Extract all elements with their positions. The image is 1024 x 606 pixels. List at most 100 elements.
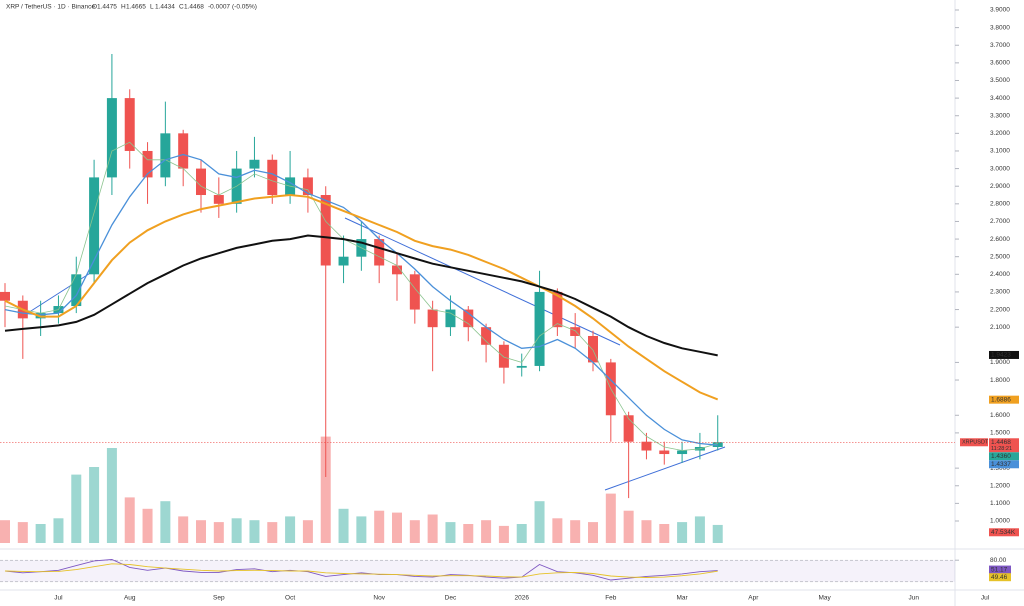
trendline <box>19 269 96 319</box>
volume-bar <box>106 448 117 543</box>
x-tick-label: Mar <box>676 595 688 602</box>
candle-body <box>89 177 100 275</box>
y-tick-label: 1.3000 <box>990 465 1010 472</box>
volume-bar <box>641 520 652 543</box>
volume-bar <box>712 524 723 543</box>
rsi-band <box>0 560 955 582</box>
price-tag-countdown: 11:28:21 <box>991 446 1012 452</box>
volume-bar <box>570 520 581 543</box>
x-tick-label: Sep <box>213 595 225 602</box>
volume-bar <box>71 474 82 543</box>
candle-body <box>498 344 509 368</box>
trendline <box>604 446 726 491</box>
y-tick-label: 3.2000 <box>990 130 1010 137</box>
candle-body <box>427 309 438 328</box>
ohlc-key: C <box>179 4 184 11</box>
symbol-title: XRP / TetherUS · 1D · Binance <box>6 4 95 11</box>
volume-bar <box>124 497 135 543</box>
candle-body <box>677 450 688 455</box>
price-tag <box>989 438 1019 453</box>
candle-body <box>588 335 598 363</box>
volume-bar <box>623 510 634 543</box>
volume-bar <box>0 520 10 543</box>
rsi-tag <box>989 565 1011 574</box>
candle-body <box>374 239 385 266</box>
volume-bar <box>409 520 420 543</box>
volume-tag-label: 47.534K <box>991 529 1016 536</box>
candle-body <box>570 327 581 336</box>
volume-bar <box>89 467 100 543</box>
candle-body <box>0 291 10 301</box>
x-tick-label: 2026 <box>514 595 529 602</box>
y-tick-label: 1.1000 <box>990 500 1010 507</box>
x-tick-label: Jul <box>981 595 990 602</box>
candle-body <box>249 159 260 169</box>
y-tick-label: 2.9000 <box>990 183 1010 190</box>
y-tick-label: 2.3000 <box>990 289 1010 296</box>
y-tick-label: 3.7000 <box>990 42 1010 49</box>
candle-body <box>445 309 456 328</box>
candle-body <box>124 98 135 151</box>
volume-bar <box>463 524 474 543</box>
rsi-tag-label: 51.17 <box>991 566 1008 573</box>
ohlc-value: 1.4665 <box>126 4 146 11</box>
volume-bar <box>53 518 64 543</box>
price-tag <box>989 460 1019 469</box>
candle-body <box>623 415 634 442</box>
volume-bar <box>445 522 456 543</box>
candle-body <box>178 133 189 169</box>
y-tick-label: 2.6000 <box>990 236 1010 243</box>
moving-average <box>4 234 718 357</box>
volume-bar <box>320 436 331 543</box>
candle-body <box>516 365 527 368</box>
y-tick-label: 2.7000 <box>990 218 1010 225</box>
candle-body <box>267 159 278 196</box>
candle-body <box>338 256 349 266</box>
x-tick-label: Jun <box>908 595 919 602</box>
ohlc-value: 1.4468 <box>184 4 204 11</box>
volume-bar <box>302 520 313 543</box>
y-tick-label: 2.1000 <box>990 324 1010 331</box>
symbol-tag <box>960 438 988 447</box>
y-tick-label: 3.1000 <box>990 148 1010 155</box>
volume-bar <box>552 518 563 543</box>
volume-tag <box>989 528 1019 537</box>
candle-body <box>534 291 545 366</box>
volume-bar <box>285 516 296 543</box>
candle-body <box>320 195 331 266</box>
volume-bar <box>694 516 705 543</box>
trendlines <box>19 217 726 491</box>
x-tick-label: May <box>818 595 831 602</box>
volume-bar <box>338 508 349 543</box>
price-tag <box>989 350 1019 359</box>
x-tick-label: Apr <box>748 595 759 602</box>
y-tick-label: 3.0000 <box>990 165 1010 172</box>
volume-bar <box>213 522 224 543</box>
candle-body <box>392 265 402 275</box>
y-tick-label: 3.5000 <box>990 77 1010 84</box>
volume-bar <box>481 520 492 543</box>
price-tag-label: 1.9423 <box>991 352 1011 359</box>
volume-bar <box>249 520 260 543</box>
price-tag <box>989 395 1019 404</box>
volume-bar <box>659 524 670 543</box>
candle-body <box>213 195 224 204</box>
x-tick-label: Jul <box>54 595 63 602</box>
candle-body <box>659 450 670 455</box>
rsi-tick-label: 80.00 <box>990 557 1007 564</box>
rsi-tag <box>989 573 1011 582</box>
rsi-line <box>4 563 718 578</box>
candle-body <box>106 98 117 178</box>
volume-bar <box>374 510 385 543</box>
y-tick-label: 1.5000 <box>990 430 1010 437</box>
rsi-line <box>4 559 718 581</box>
volume-bar <box>35 524 46 543</box>
y-tick-label: 1.0000 <box>990 518 1010 525</box>
price-tag-label: 1.4337 <box>991 461 1011 468</box>
candle-body <box>160 133 171 178</box>
volume-bar <box>17 522 28 543</box>
moving-average <box>4 153 718 446</box>
volume-bar <box>534 501 545 543</box>
